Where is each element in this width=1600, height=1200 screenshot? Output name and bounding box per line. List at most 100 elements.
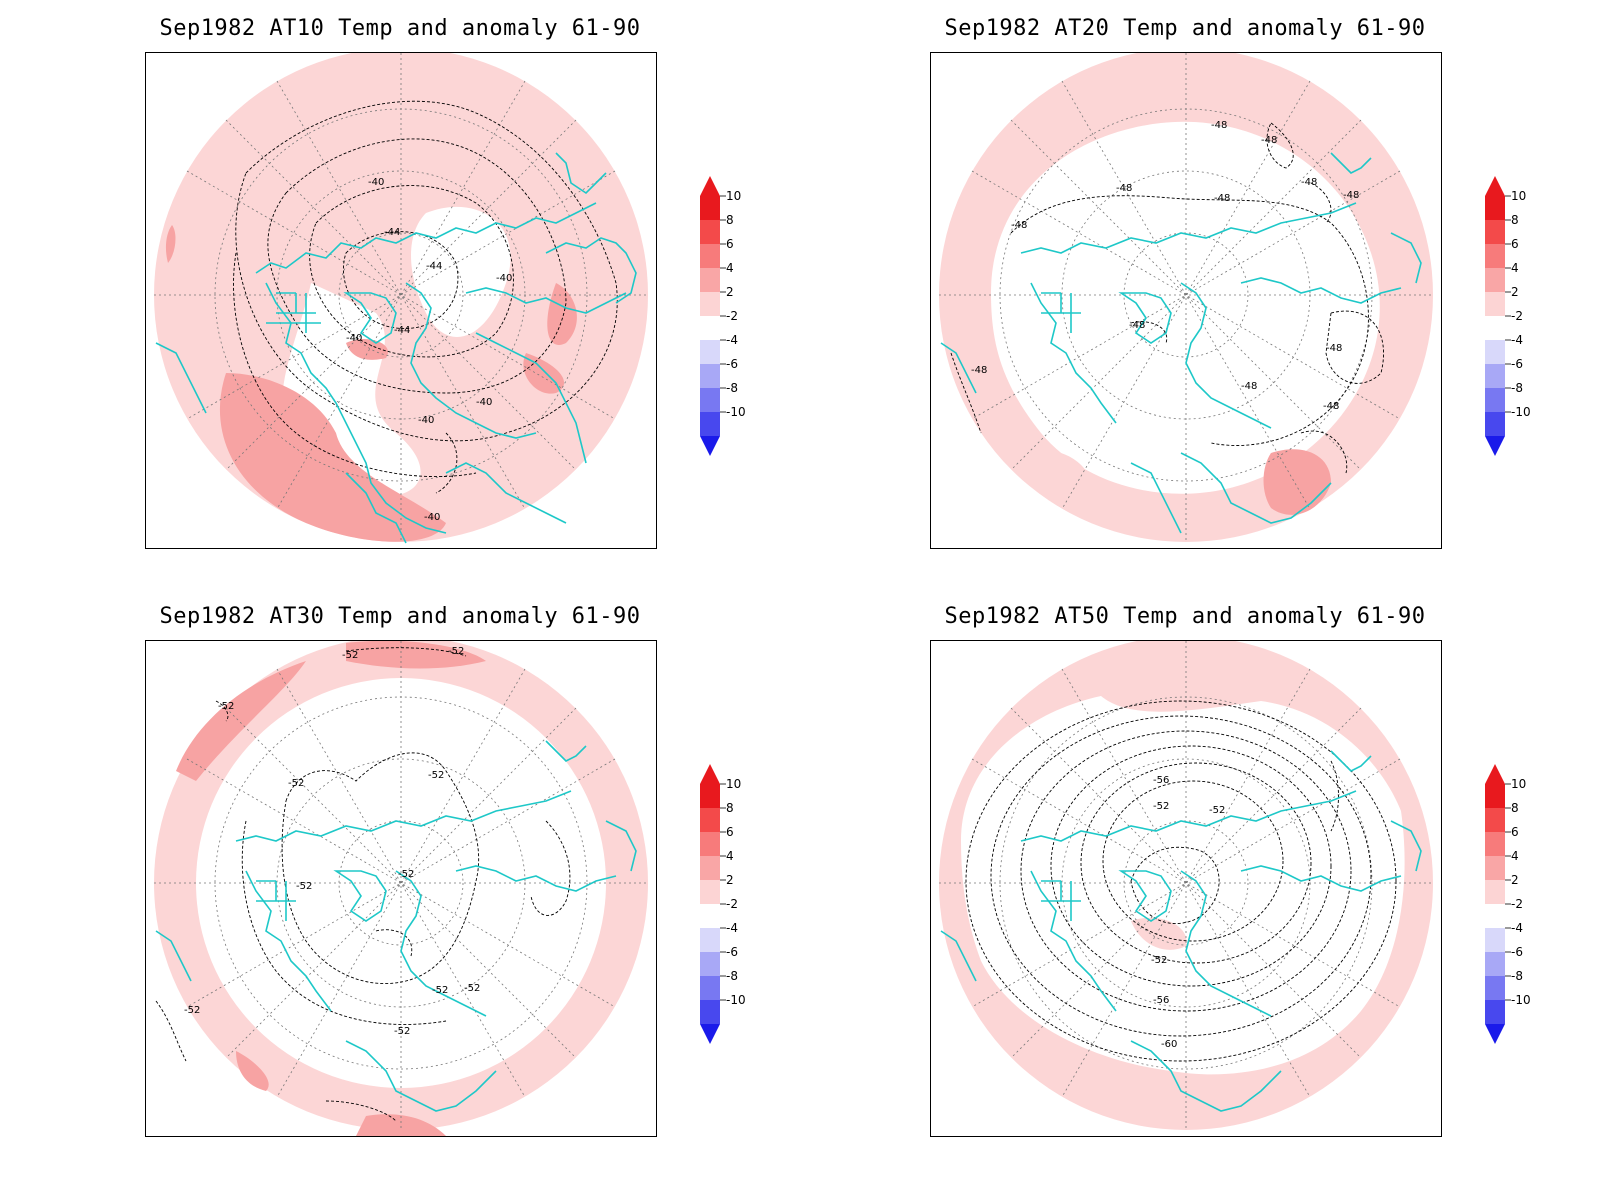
colorbar-label: 2	[1511, 285, 1519, 299]
colorbar-label: 2	[1511, 873, 1519, 887]
contours	[155, 647, 571, 1122]
contour-label: -48	[1211, 120, 1227, 131]
colorbar-label: -6	[726, 357, 738, 371]
neutral-region	[411, 206, 511, 337]
contour-label: -48	[1343, 190, 1359, 201]
colorbar-label: -8	[726, 969, 738, 983]
panel-title: Sep1982 AT30 Temp and anomaly 61-90	[159, 604, 641, 629]
colorbar-label: -2	[726, 897, 738, 911]
contour-label: -52	[184, 1005, 200, 1016]
contour-label: -44	[384, 227, 400, 238]
colorbar-label: 8	[726, 801, 734, 815]
colorbar-label: -10	[1511, 405, 1531, 419]
contour-label: -40	[496, 273, 512, 284]
colorbar-label: -4	[726, 921, 738, 935]
contour-label: -52	[1153, 801, 1169, 812]
colorbar-label: 10	[726, 189, 742, 203]
colorbar-label: -10	[1511, 993, 1531, 1007]
warm-anomaly	[346, 338, 388, 360]
contour-label: -44	[426, 261, 442, 272]
contour-label: -48	[1261, 135, 1277, 146]
colorbar-label: 4	[726, 261, 734, 275]
colorbar-label: 6	[1511, 825, 1519, 839]
contour-label: -52	[342, 650, 358, 661]
contour-label: -48	[1011, 220, 1027, 231]
colorbar-label: -10	[726, 405, 746, 419]
colorbar-label: 4	[1511, 849, 1519, 863]
colorbar-label: 8	[726, 213, 734, 227]
colorbar-label: -8	[1511, 381, 1523, 395]
contour-label: -60	[1161, 1039, 1177, 1050]
contours	[965, 700, 1397, 1062]
colorbar-label: -4	[726, 333, 738, 347]
colorbar: 10 8 6 4 2 -2 -4 -6 -8 -10	[1485, 176, 1565, 456]
contour-label: -52	[448, 646, 464, 657]
colorbar-label: -4	[1511, 921, 1523, 935]
colorbar-ramp	[700, 764, 726, 1044]
contours	[233, 100, 618, 494]
colorbar-label: -2	[1511, 897, 1523, 911]
contour-labels: -40 -44 -44 -40 -40 -44 -40 -40 -40	[346, 177, 512, 523]
contour-labels: -48 -48 -48 -48 -48 -48 -48 -48 -48 -48 …	[971, 120, 1359, 412]
contour-label: -52	[394, 1026, 410, 1037]
colorbar-label: -6	[1511, 357, 1523, 371]
contour-label: -52	[288, 778, 304, 789]
colorbar-ramp	[1485, 764, 1511, 1044]
coastlines	[155, 152, 637, 544]
contours	[950, 122, 1384, 474]
contour-label: -52	[432, 985, 448, 996]
colorbar-label: -6	[726, 945, 738, 959]
warm-anomaly	[219, 373, 446, 542]
colorbar-label: -6	[1511, 945, 1523, 959]
panel-title: Sep1982 AT20 Temp and anomaly 61-90	[944, 16, 1426, 41]
colorbar-label: -10	[726, 993, 746, 1007]
contour-label: -48	[971, 365, 987, 376]
contour-label: -52	[296, 881, 312, 892]
warm-anomaly	[547, 283, 577, 345]
colorbar-label: 2	[726, 873, 734, 887]
polar-map: -52 -52 -52 -52 -52 -52 -52 -52 -52 -52 …	[154, 641, 648, 1136]
polar-map: -56 -52 -52 -52 -56 -60	[939, 641, 1433, 1130]
coastlines	[940, 750, 1422, 1112]
warm-anomaly	[1263, 449, 1331, 515]
contour-labels: -52 -52 -52 -52 -52 -52 -52 -52 -52 -52 …	[184, 646, 480, 1037]
colorbar-label: -4	[1511, 333, 1523, 347]
contour-label: -40	[346, 333, 362, 344]
coastlines	[940, 152, 1422, 534]
contour-label: -48	[1129, 320, 1145, 331]
contour-label: -48	[1214, 193, 1230, 204]
graticule	[154, 641, 648, 1130]
warm-anomaly	[523, 353, 565, 394]
colorbar-label: 4	[726, 849, 734, 863]
map-frame: -52 -52 -52 -52 -52 -52 -52 -52 -52 -52 …	[145, 640, 657, 1137]
contour-label: -44	[394, 325, 410, 336]
contour-label: -52	[1151, 955, 1167, 966]
colorbar-ramp	[1485, 176, 1511, 456]
contour-label: -56	[1153, 995, 1169, 1006]
colorbar-label: 6	[1511, 237, 1519, 251]
colorbar-label: -8	[726, 381, 738, 395]
contour-labels: -56 -52 -52 -52 -56 -60	[1151, 775, 1225, 1050]
colorbar-label: 10	[726, 777, 742, 791]
map-frame: -56 -52 -52 -52 -56 -60	[930, 640, 1442, 1137]
contour-label: -40	[418, 415, 434, 426]
colorbar-label: 2	[726, 285, 734, 299]
contour-label: -48	[1323, 401, 1339, 412]
colorbar-label: 6	[726, 825, 734, 839]
panel-title: Sep1982 AT10 Temp and anomaly 61-90	[159, 16, 641, 41]
colorbar-ramp	[700, 176, 726, 456]
contour-label: -48	[1241, 381, 1257, 392]
map-panel-at10: Sep1982 AT10 Temp and anomaly 61-90	[0, 0, 780, 580]
colorbar-label: -2	[1511, 309, 1523, 323]
colorbar-label: 6	[726, 237, 734, 251]
polar-map: -48 -48 -48 -48 -48 -48 -48 -48 -48 -48 …	[939, 53, 1433, 542]
colorbar-label: -2	[726, 309, 738, 323]
graticule	[939, 53, 1433, 542]
contour-label: -48	[1326, 343, 1342, 354]
panel-title: Sep1982 AT50 Temp and anomaly 61-90	[944, 604, 1426, 629]
map-frame: -40 -44 -44 -40 -40 -44 -40 -40 -40	[145, 52, 657, 549]
contour-label: -52	[1209, 805, 1225, 816]
colorbar-label: 10	[1511, 189, 1527, 203]
map-frame: -48 -48 -48 -48 -48 -48 -48 -48 -48 -48 …	[930, 52, 1442, 549]
colorbar-label: 10	[1511, 777, 1527, 791]
